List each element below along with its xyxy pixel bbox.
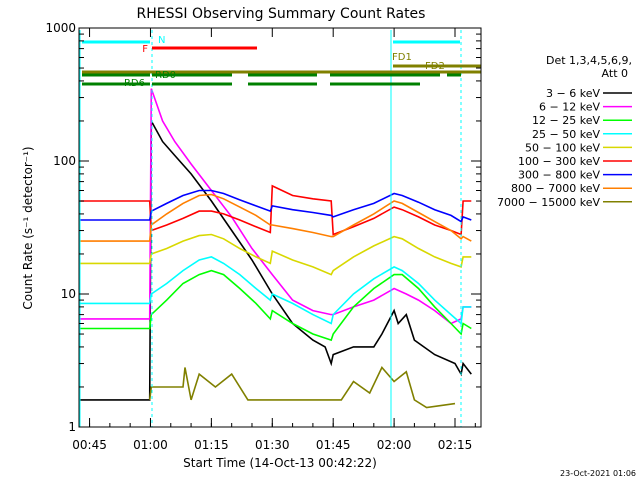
y-tick-label-0: 1 [68, 420, 76, 434]
x-tick-label-0: 00:45 [72, 438, 107, 452]
plot-area [79, 88, 472, 409]
y-tick-label-2: 100 [53, 154, 76, 168]
legend-label-8: 7000 − 15000 keV [497, 196, 600, 209]
series-line-5 [79, 184, 472, 236]
series-line-4 [79, 233, 472, 276]
x-tick-label-6: 02:15 [438, 438, 473, 452]
y-tick-label-3: 1000 [45, 21, 76, 35]
x-axis-ticks: 00:45 01:00 01:15 01:30 01:45 02:00 02:15 [72, 28, 476, 452]
legend-label-4: 50 − 100 keV [525, 141, 600, 154]
timestamp: 23-Oct-2021 01:06 [560, 469, 636, 478]
plot-frame [78, 27, 482, 428]
legend-header-0: Det 1,3,4,5,6,9, [546, 54, 632, 67]
state-label-3: RD6 [124, 78, 145, 89]
x-tick-label-3: 01:30 [255, 438, 290, 452]
legend-header-1: Att 0 [602, 67, 628, 80]
series-line-7 [79, 193, 472, 242]
series-line-0 [79, 117, 472, 401]
legend-label-0: 3 − 6 keV [546, 87, 600, 100]
x-tick-label-1: 01:00 [133, 438, 168, 452]
x-tick-label-2: 01:15 [194, 438, 229, 452]
state-label-5: FD2 [425, 61, 445, 72]
legend-label-2: 12 − 25 keV [532, 114, 600, 127]
series-line-6 [79, 189, 472, 223]
y-axis-ticks: 1 10 100 1000 [45, 21, 481, 434]
chart-title: RHESSI Observing Summary Count Rates [137, 6, 426, 22]
state-label-0: N [158, 35, 165, 46]
state-label-2: RD0 [155, 70, 176, 81]
y-axis-label: Count Rate (s⁻¹ detector⁻¹) [21, 146, 35, 309]
legend-label-7: 800 − 7000 keV [511, 182, 600, 195]
legend-label-1: 6 − 12 keV [539, 101, 600, 114]
x-tick-label-5: 02:00 [377, 438, 412, 452]
state-label-1: F [142, 44, 148, 55]
legend-label-5: 100 − 300 keV [518, 155, 600, 168]
series-line-8 [148, 366, 456, 409]
x-tick-label-4: 01:45 [316, 438, 351, 452]
legend-label-6: 300 − 800 keV [518, 169, 600, 182]
legend-label-3: 25 − 50 keV [532, 128, 600, 141]
series-line-2 [79, 269, 472, 342]
series-line-1 [79, 88, 472, 325]
series-line-3 [79, 256, 472, 326]
observing-state-markers: NF RD0 RD6 FD1 FD2 [79, 30, 481, 427]
x-axis-label: Start Time (14-Oct-13 00:42:22) [183, 456, 377, 470]
y-tick-label-1: 10 [61, 287, 76, 301]
state-label-4: FD1 [392, 52, 412, 63]
